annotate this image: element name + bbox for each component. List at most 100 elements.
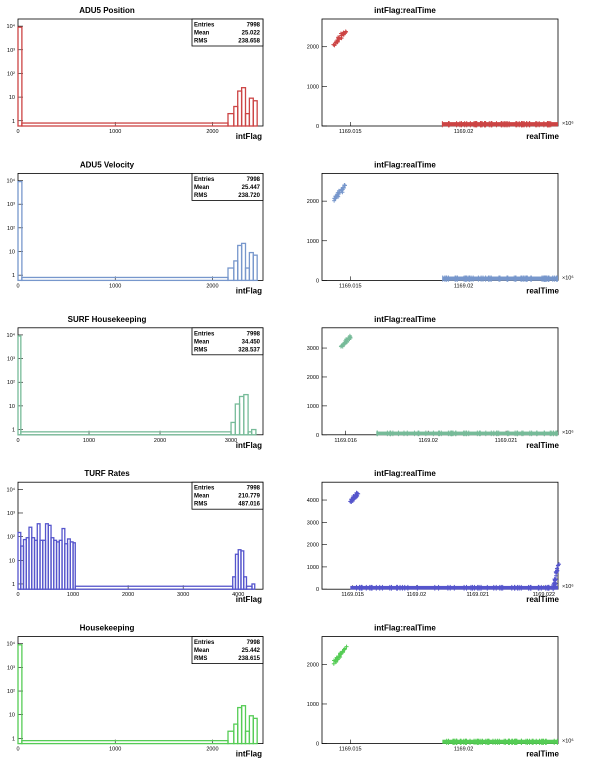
chart-title: intFlag:realTime	[374, 6, 436, 15]
x-tick-label: 1169.015	[339, 129, 362, 135]
y-tick-label: 10⁴	[7, 332, 16, 339]
stats-label: RMS	[194, 502, 207, 508]
y-tick-label: 10³	[7, 665, 15, 671]
y-tick-label: 0	[316, 124, 319, 130]
plot-frame	[321, 172, 559, 281]
x-axis-exponent: ×10⁶	[562, 583, 574, 590]
histogram-bin	[21, 122, 229, 127]
y-tick-label: 0	[316, 278, 319, 284]
histogram-1: ADU5 Position intFlag 1 10 10² 10³ 10⁴ 0 1000 200…	[7, 6, 264, 141]
stats-value: 7998	[247, 640, 261, 646]
x-tick-label: 1169.02	[454, 283, 473, 289]
y-tick-label: 10²	[7, 380, 15, 386]
x-axis-label: realTime	[526, 132, 559, 141]
stats-label: Mean	[194, 185, 210, 191]
y-tick-label: 10²	[7, 535, 15, 541]
y-tick-label: 1000	[307, 239, 319, 245]
histogram-bin	[251, 583, 256, 590]
y-tick-label: 0	[316, 742, 319, 748]
x-axis-label: realTime	[526, 441, 559, 450]
stats-value: 7998	[247, 23, 261, 29]
x-axis-exponent: ×10⁶	[562, 738, 574, 745]
histogram-bin	[245, 585, 253, 590]
y-tick-label: 10³	[7, 357, 15, 363]
x-axis-label: intFlag	[236, 286, 262, 295]
y-tick-label: 10	[9, 95, 15, 101]
histogram-bin	[250, 428, 257, 436]
x-tick-label: 1169.02	[454, 747, 473, 753]
chart-title: intFlag:realTime	[374, 315, 436, 324]
x-tick-label: 0	[16, 592, 19, 598]
histogram-bin	[21, 276, 229, 282]
histogram-bin	[17, 335, 22, 436]
histogram-bin	[17, 180, 23, 282]
x-tick-label: 2000	[206, 129, 218, 135]
histogram-bin	[243, 576, 248, 590]
stats-box	[191, 18, 264, 47]
x-axis-label: realTime	[526, 750, 559, 759]
stats-value: 7998	[247, 486, 261, 492]
stats-value: 25.447	[242, 185, 261, 191]
y-tick-label: 1	[12, 119, 15, 125]
histogram-bin	[240, 242, 247, 282]
y-tick-label: 0	[316, 587, 319, 593]
x-tick-label: 1000	[109, 283, 121, 289]
stats-value: 328.537	[238, 347, 260, 353]
histogram-2: ADU5 Velocity intFlag 1 10 10² 10³ 10⁴ 0 1000 200…	[7, 160, 264, 295]
stats-label: Entries	[194, 23, 215, 29]
y-tick-label: 2000	[307, 45, 319, 51]
y-tick-label: 10	[9, 249, 15, 255]
x-axis-label: intFlag	[236, 441, 262, 450]
scatter-3: intFlag:realTime realTime 0 1000 2000 3000 116…	[307, 315, 574, 450]
histogram-bin	[72, 542, 76, 590]
x-tick-label: 1169.02	[418, 438, 437, 444]
y-tick-label: 10	[9, 558, 15, 564]
x-tick-label: 0	[16, 438, 19, 444]
stats-value: 7998	[247, 177, 261, 183]
x-tick-label: 2000	[122, 592, 134, 598]
histogram-bin	[240, 87, 247, 127]
stats-value: 25.442	[242, 648, 261, 654]
histogram-bin	[240, 705, 247, 745]
x-tick-label: 1169.02	[454, 129, 473, 135]
chart-title: TURF Rates	[84, 469, 130, 478]
chart-title: intFlag:realTime	[374, 160, 436, 169]
y-tick-label: 1	[12, 428, 15, 434]
y-tick-label: 10⁴	[7, 23, 16, 30]
data-band	[442, 739, 558, 744]
stats-label: RMS	[194, 347, 207, 353]
y-tick-label: 3000	[307, 520, 319, 526]
scatter-5: intFlag:realTime realTime 0 1000 2000 1169.01…	[307, 624, 574, 759]
histogram-bin	[17, 26, 23, 127]
x-tick-label: 3000	[225, 438, 237, 444]
y-tick-label: 2000	[307, 543, 319, 549]
chart-title: Housekeeping	[80, 624, 135, 633]
y-tick-label: 2000	[307, 662, 319, 668]
x-tick-label: 0	[16, 747, 19, 753]
x-tick-label: 1169.021	[495, 438, 518, 444]
stats-label: Entries	[194, 177, 215, 183]
y-tick-label: 10²	[7, 689, 15, 695]
y-tick-label: 1000	[307, 84, 319, 90]
y-tick-label: 2000	[307, 375, 319, 381]
chart-title: ADU5 Position	[79, 6, 135, 15]
x-axis-exponent: ×10⁶	[562, 274, 574, 281]
chart-title: intFlag:realTime	[374, 624, 436, 633]
x-tick-label: 2000	[206, 283, 218, 289]
x-axis-label: intFlag	[236, 595, 262, 604]
histogram-bin	[17, 644, 23, 745]
y-tick-label: 10²	[7, 226, 15, 232]
stats-box	[191, 327, 264, 356]
y-tick-label: 10⁴	[7, 178, 16, 185]
scatter-4: intFlag:realTime realTime 0 1000 2000 3000 400…	[307, 469, 574, 604]
scatter-1: intFlag:realTime realTime 0 1000 2000 1169.01…	[307, 6, 574, 141]
histogram-4: TURF Rates intFlag 1 10 10² 10³ 10⁴ 0 1000 2000 30…	[7, 469, 264, 604]
y-tick-label: 10³	[7, 48, 15, 54]
x-tick-label: 0	[16, 283, 19, 289]
chart-title: intFlag:realTime	[374, 469, 436, 478]
stats-box	[191, 636, 264, 664]
x-axis-label: realTime	[526, 595, 559, 604]
stats-value: 238.658	[238, 39, 260, 45]
histogram-bin	[21, 739, 229, 745]
x-axis-exponent: ×10⁶	[562, 120, 574, 127]
